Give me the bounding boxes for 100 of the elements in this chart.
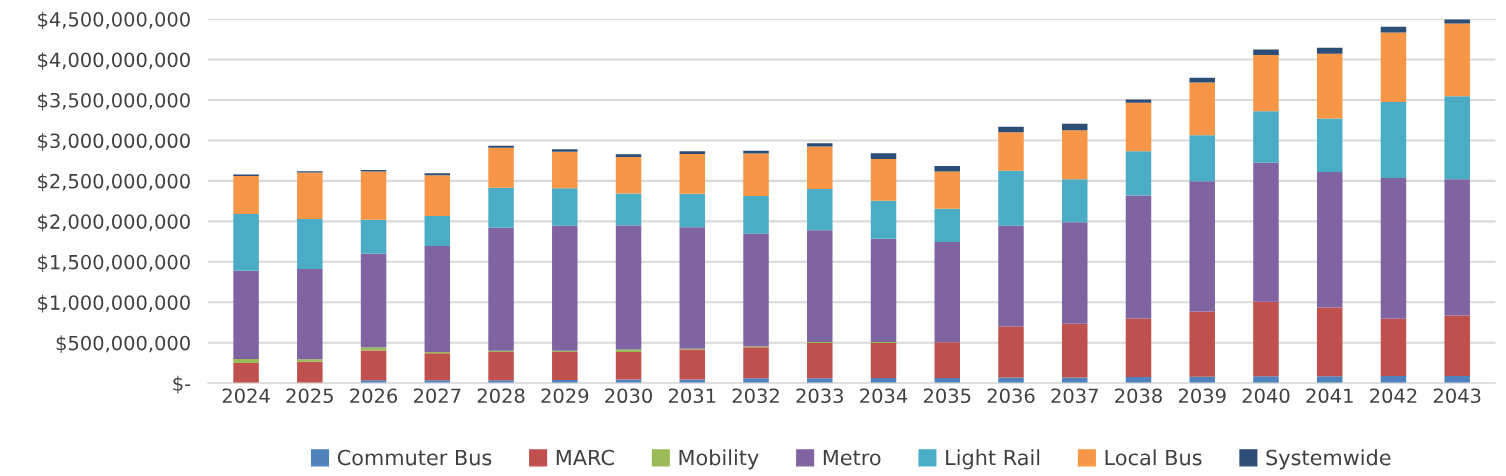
bar — [679, 349, 706, 380]
bar — [488, 147, 514, 188]
bar — [360, 253, 387, 348]
bar — [679, 154, 706, 194]
x-tick-label: 2038 — [1115, 388, 1162, 404]
bar — [679, 193, 706, 228]
bar — [1444, 23, 1470, 97]
legend-label: Metro — [823, 449, 881, 466]
bar — [807, 343, 833, 379]
bar — [1380, 178, 1407, 319]
x-tick-label: 2028 — [477, 388, 525, 404]
bar — [934, 342, 961, 378]
bar — [679, 227, 706, 349]
bar — [679, 151, 706, 155]
x-tick-label: 2032 — [732, 388, 779, 404]
bar — [998, 377, 1024, 384]
bar — [1189, 311, 1215, 377]
bar — [998, 326, 1024, 378]
bar — [1316, 47, 1343, 54]
bar — [1380, 375, 1407, 384]
bar — [1062, 123, 1088, 131]
x-tick-label: 2031 — [668, 388, 716, 404]
x-tick-label: 2037 — [1051, 388, 1098, 404]
y-tick-label: $2,500,000,000 — [38, 173, 190, 192]
x-tick-label: 2033 — [796, 388, 843, 404]
bar — [807, 188, 833, 231]
x-tick-label: 2029 — [541, 388, 589, 404]
bar — [615, 225, 642, 350]
bar — [807, 230, 833, 342]
x-tick-label: 2027 — [413, 388, 461, 404]
bar — [807, 146, 833, 189]
bar — [743, 150, 769, 154]
bar — [743, 378, 769, 384]
bar — [998, 225, 1024, 327]
bar — [424, 246, 451, 353]
bar — [552, 225, 578, 351]
bar — [1444, 179, 1470, 316]
bar — [743, 347, 769, 379]
bar — [1062, 323, 1088, 378]
bar — [934, 377, 961, 384]
bar — [233, 362, 259, 384]
bar — [424, 175, 451, 217]
legend-label: MARC — [556, 449, 614, 466]
bar — [552, 352, 578, 380]
x-tick-label: 2041 — [1306, 388, 1353, 404]
legend-label: Commuter Bus — [337, 449, 492, 466]
bar — [870, 377, 897, 384]
bar — [1125, 99, 1152, 103]
bar — [1125, 377, 1152, 384]
bar — [743, 153, 769, 197]
bar — [1062, 130, 1088, 180]
x-tick-label: 2039 — [1178, 388, 1226, 404]
bar — [807, 143, 833, 147]
bar — [1253, 376, 1279, 384]
bar — [615, 352, 642, 380]
bar — [488, 227, 514, 351]
bar — [934, 208, 961, 242]
legend-label: Local Bus — [1105, 449, 1202, 466]
bar — [233, 214, 259, 271]
legend-label: Light Rail — [946, 449, 1040, 470]
bar — [615, 154, 642, 158]
bar — [233, 270, 259, 359]
bar — [1189, 77, 1215, 83]
bar — [297, 361, 323, 384]
bar — [934, 165, 961, 172]
bar — [1253, 55, 1279, 112]
bar — [360, 171, 387, 220]
bar — [1189, 376, 1215, 384]
bar — [743, 233, 769, 347]
bar — [424, 353, 451, 381]
bar — [552, 149, 578, 152]
bar — [1444, 96, 1470, 180]
bar — [998, 170, 1024, 226]
bar — [552, 379, 578, 384]
bar — [552, 188, 578, 226]
legend-label: Mobility — [679, 449, 759, 470]
bar — [1253, 162, 1279, 302]
y-tick-label: $500,000,000 — [56, 335, 190, 353]
bar — [870, 200, 897, 239]
bar — [1316, 307, 1343, 377]
x-tick-label: 2026 — [350, 388, 398, 404]
y-tick-label: $3,000,000,000 — [38, 133, 190, 151]
x-tick-label: 2024 — [222, 388, 270, 404]
bar — [1253, 49, 1279, 56]
x-tick-label: 2025 — [286, 388, 333, 404]
bar — [552, 151, 578, 189]
y-tick-label: $4,500,000,000 — [38, 11, 190, 30]
bar — [360, 219, 387, 254]
bar — [1444, 375, 1470, 384]
bar — [424, 216, 451, 247]
y-tick-label: $4,000,000,000 — [38, 52, 190, 70]
bar — [1444, 315, 1470, 376]
bar — [1253, 111, 1279, 163]
bar — [1380, 32, 1407, 102]
bar — [870, 153, 897, 160]
bar — [424, 173, 451, 176]
bar — [1062, 179, 1088, 223]
bar — [1189, 82, 1215, 136]
bar — [1125, 195, 1152, 319]
x-tick-label: 2035 — [923, 388, 971, 404]
